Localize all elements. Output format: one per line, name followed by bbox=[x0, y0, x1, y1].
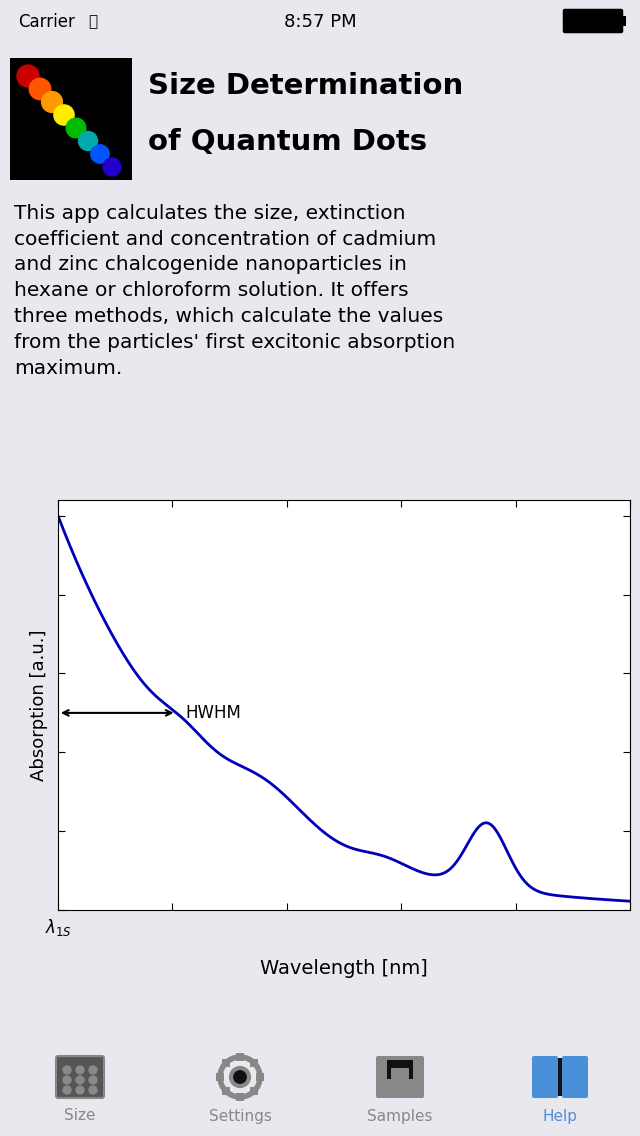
Circle shape bbox=[63, 1076, 71, 1084]
Text: This app calculates the size, extinction
coefficient and concentration of cadmiu: This app calculates the size, extinction… bbox=[14, 204, 455, 377]
Circle shape bbox=[63, 1086, 71, 1094]
Text: Carrier: Carrier bbox=[18, 12, 75, 31]
Bar bbox=[256, 1074, 264, 1081]
Text: Help: Help bbox=[543, 1109, 577, 1124]
Bar bbox=[10, 58, 132, 179]
FancyBboxPatch shape bbox=[56, 1056, 104, 1099]
Circle shape bbox=[66, 118, 86, 137]
Circle shape bbox=[103, 158, 121, 176]
Circle shape bbox=[76, 1066, 84, 1074]
Text: ⌕: ⌕ bbox=[88, 15, 97, 30]
Bar bbox=[216, 1074, 224, 1081]
Bar bbox=[621, 16, 626, 26]
Text: $\lambda_{1S}$: $\lambda_{1S}$ bbox=[45, 917, 72, 938]
Bar bbox=[250, 1087, 258, 1095]
Circle shape bbox=[89, 1086, 97, 1094]
Circle shape bbox=[76, 1076, 84, 1084]
FancyBboxPatch shape bbox=[391, 1068, 409, 1079]
Bar bbox=[558, 1058, 562, 1096]
Bar bbox=[236, 1093, 244, 1101]
Bar bbox=[236, 1053, 244, 1061]
Circle shape bbox=[79, 132, 97, 150]
FancyBboxPatch shape bbox=[562, 1056, 588, 1099]
Text: 8:57 PM: 8:57 PM bbox=[284, 12, 356, 31]
Bar bbox=[387, 1060, 413, 1079]
Y-axis label: Absorption [a.u.]: Absorption [a.u.] bbox=[29, 629, 47, 780]
Circle shape bbox=[231, 1068, 249, 1086]
Circle shape bbox=[63, 1066, 71, 1074]
Text: Size: Size bbox=[64, 1109, 96, 1124]
FancyBboxPatch shape bbox=[532, 1056, 558, 1099]
Text: HWHM: HWHM bbox=[185, 704, 241, 721]
Text: of Quantum Dots: of Quantum Dots bbox=[148, 128, 427, 156]
Bar bbox=[222, 1059, 230, 1067]
FancyBboxPatch shape bbox=[564, 10, 622, 32]
Circle shape bbox=[17, 65, 39, 87]
Circle shape bbox=[91, 144, 109, 164]
Text: Settings: Settings bbox=[209, 1109, 271, 1124]
Text: Wavelength [nm]: Wavelength [nm] bbox=[260, 960, 428, 978]
Circle shape bbox=[76, 1086, 84, 1094]
Circle shape bbox=[54, 105, 74, 125]
Bar bbox=[250, 1059, 258, 1067]
Text: Size Determination: Size Determination bbox=[148, 72, 463, 100]
Bar bbox=[222, 1087, 230, 1095]
FancyBboxPatch shape bbox=[376, 1056, 424, 1099]
Circle shape bbox=[89, 1076, 97, 1084]
Circle shape bbox=[42, 92, 63, 112]
Circle shape bbox=[29, 78, 51, 100]
Text: Samples: Samples bbox=[367, 1109, 433, 1124]
Circle shape bbox=[89, 1066, 97, 1074]
